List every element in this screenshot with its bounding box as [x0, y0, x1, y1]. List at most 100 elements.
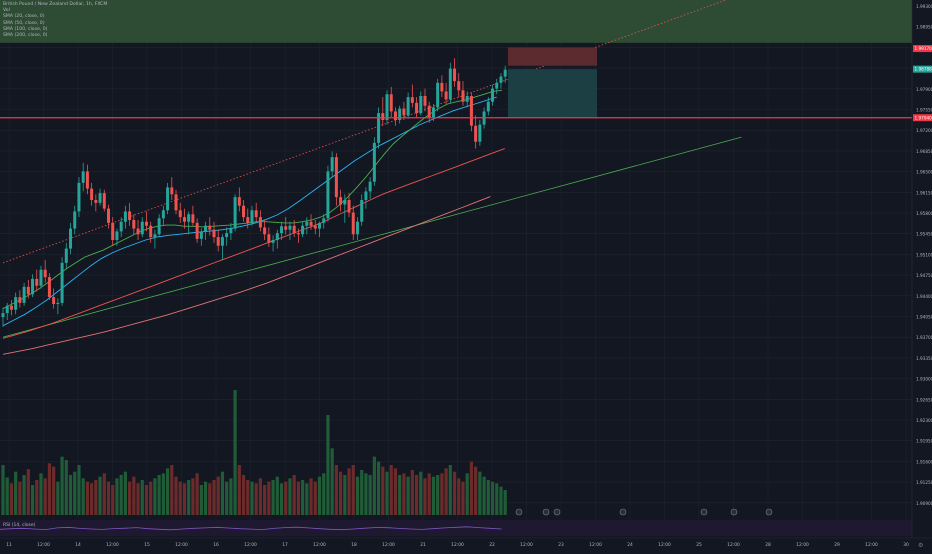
- candle-body: [288, 226, 291, 230]
- event-marker-icon: [731, 509, 737, 515]
- candle-body: [267, 234, 270, 243]
- legend-sma200: SMA (200, close, 0): [3, 33, 107, 39]
- upper-channel-zone: [0, 0, 912, 43]
- candle-body: [44, 270, 47, 277]
- time-tick-label: 21: [420, 542, 426, 548]
- volume-bar: [204, 482, 207, 515]
- price-tick-label: 1.95100: [916, 252, 932, 257]
- price-tick-label: 1.95450: [916, 232, 932, 237]
- candle-body: [314, 226, 317, 229]
- volume-bar: [453, 472, 456, 515]
- volume-bar: [398, 475, 401, 515]
- take-profit-zone: [508, 69, 597, 118]
- volume-bar: [474, 467, 477, 515]
- stop-loss-zone: [508, 47, 597, 65]
- time-tick-label: 12:00: [727, 542, 740, 548]
- volume-bar: [69, 475, 72, 515]
- price-tick-label: 1.99300: [916, 4, 932, 9]
- candle-body: [73, 211, 76, 228]
- candle-body: [457, 81, 460, 90]
- price-tick-label: 1.94050: [916, 315, 932, 320]
- time-tick-label: 18: [351, 542, 357, 548]
- candle-body: [124, 211, 127, 221]
- volume-bar: [394, 468, 397, 515]
- volume-bar: [6, 478, 9, 516]
- candle-body: [196, 223, 199, 239]
- candle-body: [187, 214, 190, 221]
- candle-body: [394, 111, 397, 120]
- time-tick-label: 12:00: [37, 542, 50, 548]
- price-tick-label: 1.94400: [916, 294, 932, 299]
- candle-body: [39, 270, 42, 286]
- volume-bar: [162, 473, 165, 515]
- volume-bar: [48, 463, 51, 515]
- volume-bar: [77, 465, 80, 515]
- price-tick-label: 1.97200: [916, 128, 932, 133]
- candle-body: [259, 217, 262, 227]
- volume-bar: [466, 473, 469, 515]
- stop-level-badge: 1.99170: [915, 46, 932, 51]
- volume-bar: [288, 478, 291, 515]
- candle-body: [326, 171, 329, 218]
- volume-bar: [504, 490, 507, 515]
- volume-bar: [309, 478, 312, 515]
- volume-bar: [381, 467, 384, 515]
- price-tick-label: 1.91600: [916, 459, 932, 464]
- candle-body: [390, 94, 393, 111]
- volume-bar: [153, 478, 156, 515]
- volume-bar: [107, 482, 110, 515]
- volume-bar: [242, 475, 245, 515]
- candle-body: [128, 211, 131, 220]
- volume-bar: [487, 480, 490, 515]
- candle-body: [65, 249, 68, 263]
- volume-bar: [187, 480, 190, 515]
- time-tick-label: 12:00: [865, 542, 878, 548]
- price-tick-label: 1.92300: [916, 418, 932, 423]
- price-tick-label: 1.97550: [916, 108, 932, 113]
- volume-bar: [440, 473, 443, 515]
- candle-body: [170, 187, 173, 194]
- candle-body: [432, 107, 435, 117]
- candle-body: [208, 226, 211, 230]
- time-tick-label: 25: [696, 542, 702, 548]
- candle-body: [6, 306, 9, 313]
- time-tick-label: 24: [627, 542, 633, 548]
- candle-body: [305, 222, 308, 226]
- candle-body: [386, 94, 389, 120]
- candle-body: [77, 183, 80, 212]
- event-marker-icon: [701, 509, 707, 515]
- volume-bar: [499, 487, 502, 515]
- candle-body: [69, 229, 72, 249]
- candle-body: [90, 189, 93, 200]
- candle-body: [213, 230, 216, 237]
- time-tick-label: 12:00: [658, 542, 671, 548]
- candle-body: [191, 214, 194, 223]
- candle-body: [335, 157, 338, 197]
- candle-body: [94, 200, 97, 203]
- candle-body: [402, 109, 405, 116]
- candle-body: [225, 233, 228, 237]
- volume-bar: [415, 475, 418, 515]
- time-tick-label: 29: [834, 542, 840, 548]
- volume-bar: [343, 475, 346, 515]
- candle-body: [272, 240, 275, 243]
- volume-bar: [212, 480, 215, 515]
- candle-body: [229, 229, 232, 234]
- price-tick-label: 1.98950: [916, 25, 932, 30]
- volume-bar: [432, 477, 435, 515]
- event-marker-icon: [620, 509, 626, 515]
- time-tick-label: 12:00: [451, 542, 464, 548]
- candle-body: [234, 197, 237, 228]
- candle-body: [360, 200, 363, 222]
- candle-body: [111, 223, 114, 240]
- time-tick-label: 11: [6, 542, 12, 548]
- volume-bar: [221, 472, 224, 515]
- candle-body: [322, 218, 325, 223]
- candle-body: [10, 306, 13, 310]
- volume-bar: [364, 473, 367, 515]
- candle-body: [263, 227, 266, 234]
- volume-bar: [445, 468, 448, 515]
- time-tick-label: 30: [903, 542, 909, 548]
